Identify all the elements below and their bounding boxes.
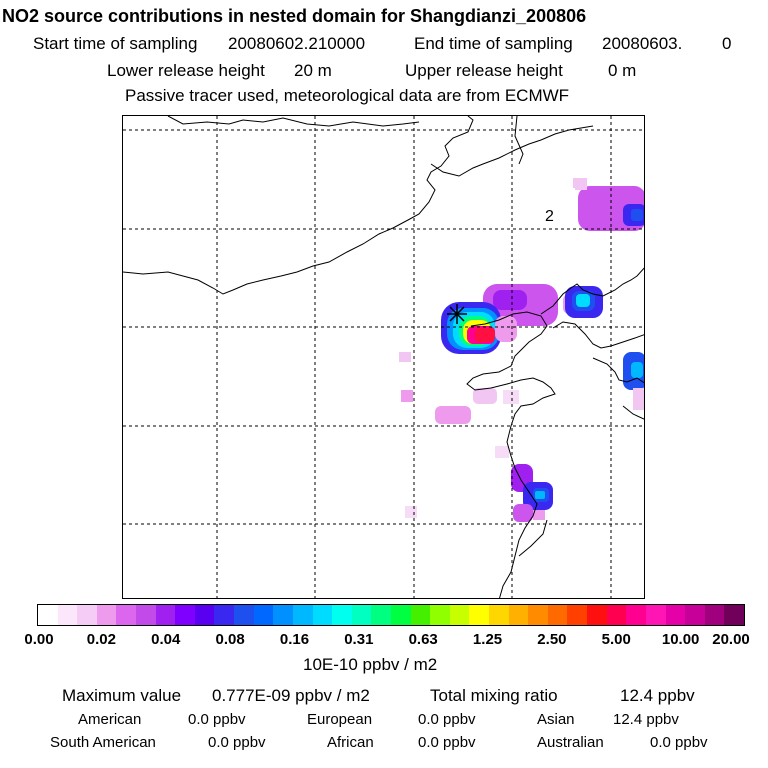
color-scale-segment bbox=[155, 605, 176, 625]
color-scale-segment bbox=[626, 605, 646, 625]
color-scale-tick-label: 0.16 bbox=[279, 631, 310, 648]
color-scale-segment bbox=[430, 605, 450, 625]
color-scale-units: 10E-10 ppbv / m2 bbox=[303, 655, 438, 674]
grid-label: 2 bbox=[545, 208, 554, 225]
color-scale-segment bbox=[116, 605, 137, 625]
region-name: Australian bbox=[537, 734, 604, 751]
color-scale-segment bbox=[390, 605, 411, 625]
tracer-note: Passive tracer used, meteorological data… bbox=[125, 86, 570, 105]
region-value: 0.0 ppbv bbox=[418, 734, 476, 751]
color-scale-segment bbox=[410, 605, 431, 625]
total-mixing-value: 12.4 ppbv bbox=[620, 686, 695, 705]
color-scale-segment bbox=[587, 605, 607, 625]
region-value: 0.0 ppbv bbox=[188, 711, 246, 728]
color-scale-segment bbox=[57, 605, 78, 625]
region-name: African bbox=[327, 734, 374, 751]
start-time-label: Start time of sampling bbox=[33, 34, 198, 53]
color-scale-segment bbox=[567, 605, 588, 625]
total-mixing-label: Total mixing ratio bbox=[430, 686, 558, 705]
color-scale-segment bbox=[136, 605, 156, 625]
color-scale-tick-label: 5.00 bbox=[601, 631, 631, 648]
color-scale-segment bbox=[489, 605, 509, 625]
max-value-label: Maximum value bbox=[62, 686, 182, 705]
color-scale-tick-label: 0.31 bbox=[344, 631, 374, 648]
color-scale-segment bbox=[685, 605, 705, 625]
end-time-value: 20080603. bbox=[602, 34, 683, 53]
region-name: European bbox=[307, 711, 373, 728]
lat-lon-grid bbox=[123, 116, 644, 598]
end-time-label: End time of sampling bbox=[414, 34, 573, 53]
upper-release-value: 0 m bbox=[608, 61, 637, 80]
color-scale-segment bbox=[273, 605, 293, 625]
color-scale-segment bbox=[253, 605, 274, 625]
region-name: South American bbox=[50, 734, 156, 751]
color-scale-segment bbox=[351, 605, 372, 625]
color-scale-segment bbox=[175, 605, 195, 625]
max-value: 0.777E-09 ppbv / m2 bbox=[212, 686, 370, 705]
region-name: Asian bbox=[537, 711, 575, 728]
color-scale-segment bbox=[606, 605, 627, 625]
color-scale-segment bbox=[665, 605, 686, 625]
upper-release-label: Upper release height bbox=[405, 61, 563, 80]
color-scale-segment bbox=[449, 605, 470, 625]
color-scale-segment bbox=[292, 605, 313, 625]
color-scale-segment bbox=[645, 605, 666, 625]
color-scale-segment bbox=[38, 605, 58, 625]
start-time-value: 20080602.210000 bbox=[228, 34, 366, 53]
lower-release-label: Lower release height bbox=[107, 61, 265, 80]
coastlines bbox=[123, 116, 644, 598]
map-canvas bbox=[123, 116, 644, 598]
color-scale-tick-label: 0.00 bbox=[24, 631, 54, 648]
color-scale-tick-label: 0.02 bbox=[86, 631, 116, 648]
color-scale-tick-label: 0.63 bbox=[408, 631, 438, 648]
color-scale-tick-label: 0.08 bbox=[215, 631, 245, 648]
concentration-plume bbox=[399, 178, 644, 522]
region-name: American bbox=[78, 711, 142, 728]
color-scale-tick-label: 1.25 bbox=[472, 631, 503, 648]
map-panel: 2 bbox=[122, 115, 645, 599]
color-scale-segment bbox=[194, 605, 215, 625]
color-scale-segment bbox=[724, 605, 744, 625]
region-value: 0.0 ppbv bbox=[650, 734, 708, 751]
end-time-suffix: 0 bbox=[722, 34, 732, 53]
color-scale-segment bbox=[214, 605, 235, 625]
color-scale-segment bbox=[371, 605, 391, 625]
color-scale-tick-label: 0.04 bbox=[151, 631, 181, 648]
receptor-marker-icon bbox=[447, 304, 467, 324]
region-value: 12.4 ppbv bbox=[613, 711, 679, 728]
color-scale-segment bbox=[96, 605, 117, 625]
lower-release-value: 20 m bbox=[294, 61, 332, 80]
plot-title: NO2 source contributions in nested domai… bbox=[2, 6, 587, 26]
region-value: 0.0 ppbv bbox=[208, 734, 266, 751]
color-scale-bar bbox=[37, 604, 745, 626]
color-scale-segment bbox=[332, 605, 352, 625]
color-scale-segment bbox=[528, 605, 548, 625]
color-scale-segment bbox=[469, 605, 490, 625]
color-scale-segment bbox=[77, 605, 97, 625]
color-scale-segment bbox=[508, 605, 529, 625]
region-value: 0.0 ppbv bbox=[418, 711, 476, 728]
color-scale-tick-label: 2.50 bbox=[537, 631, 567, 648]
color-scale-tick-label: 20.00 bbox=[712, 631, 750, 648]
color-scale-segment bbox=[547, 605, 568, 625]
color-scale-segment bbox=[312, 605, 333, 625]
color-scale-segment bbox=[234, 605, 254, 625]
color-scale-segment bbox=[704, 605, 725, 625]
color-scale-tick-label: 10.00 bbox=[661, 631, 700, 648]
